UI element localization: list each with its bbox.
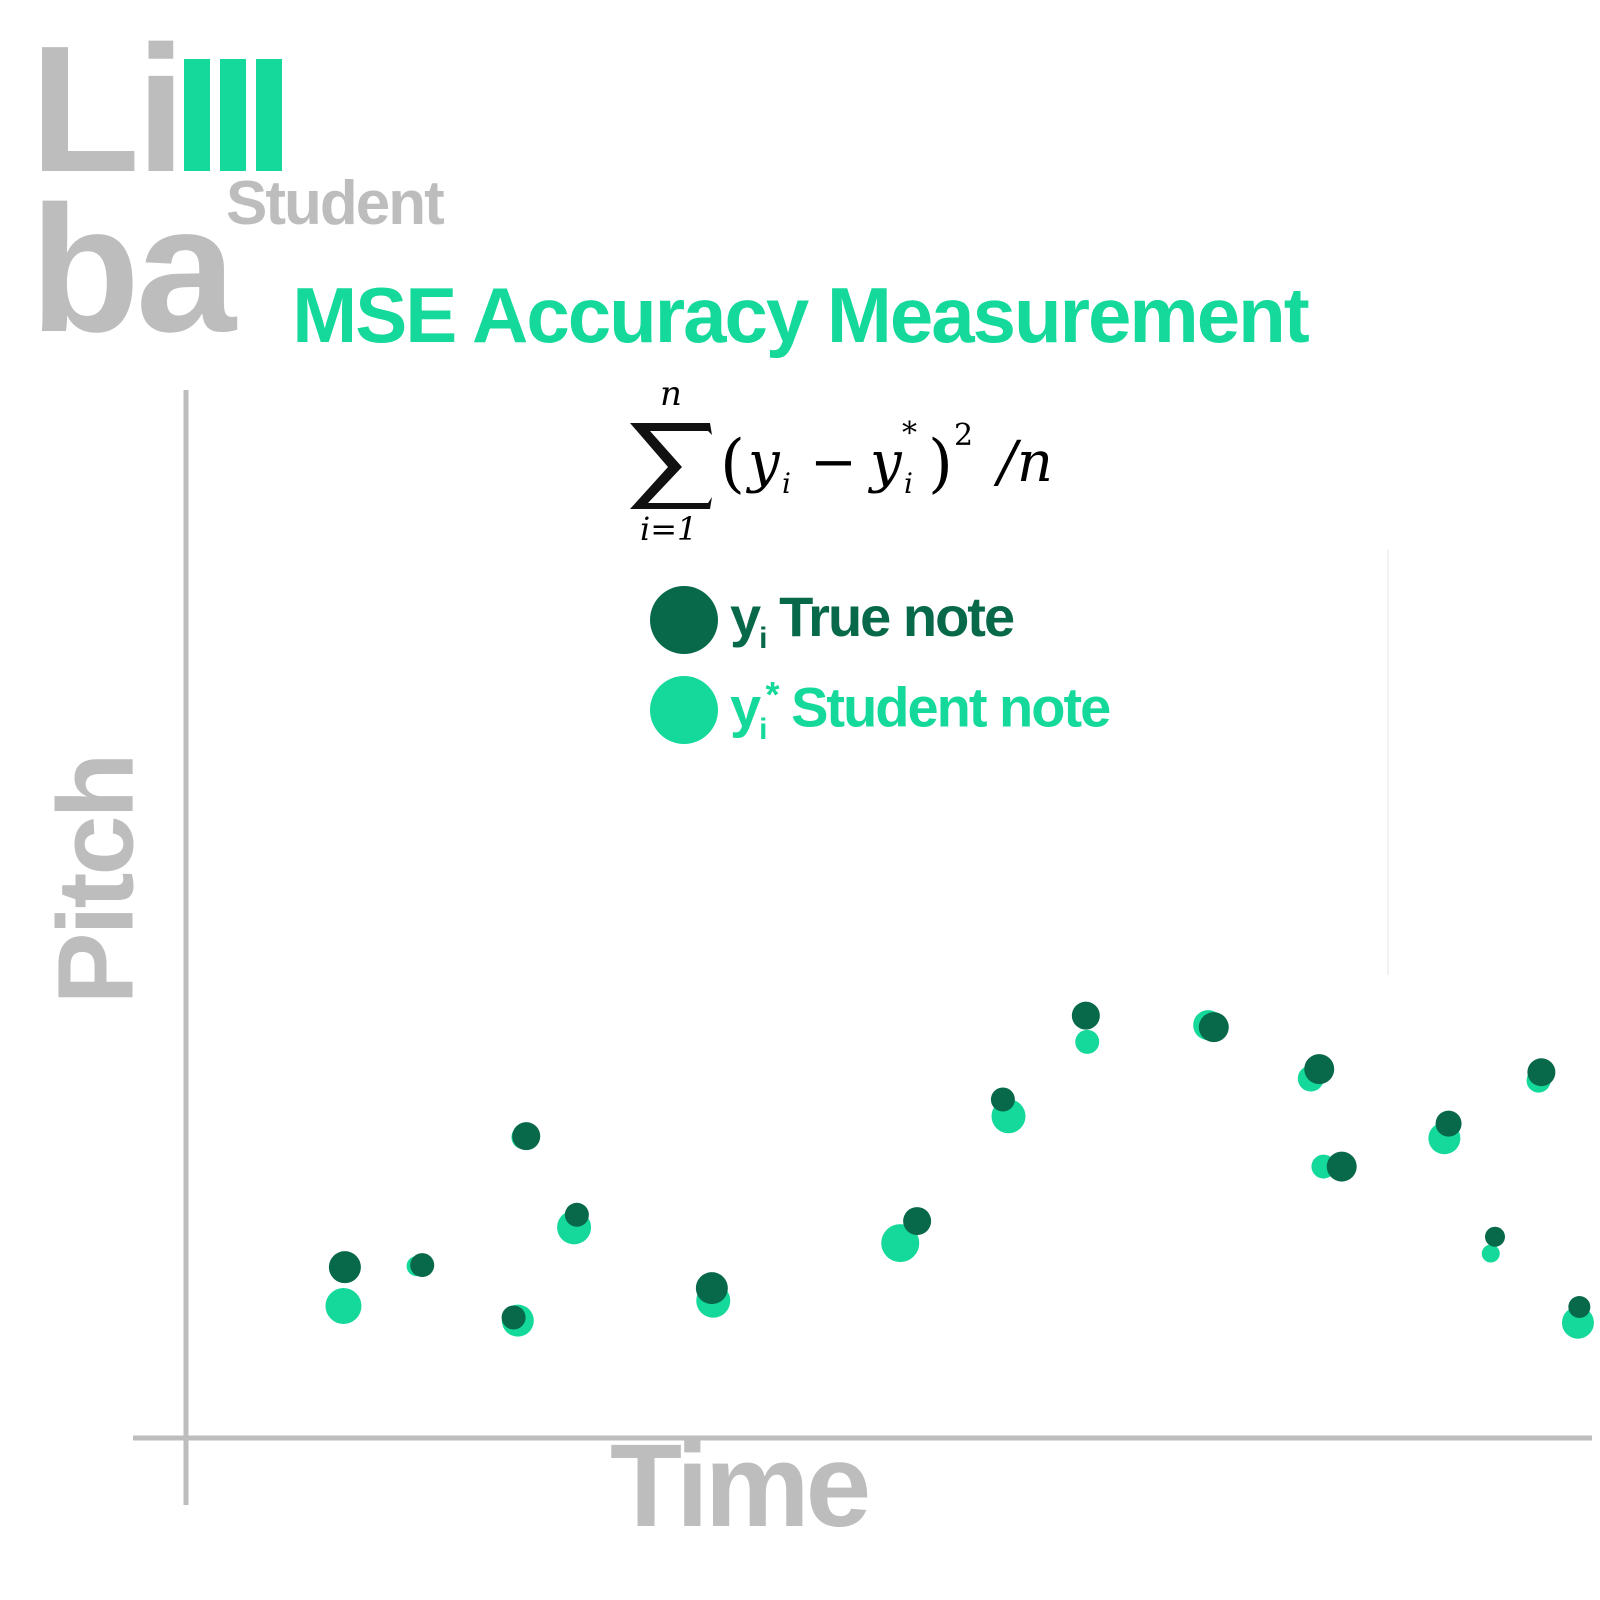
formula-divide: /n bbox=[993, 430, 1053, 495]
student-note-point-1 bbox=[325, 1287, 362, 1324]
legend-student-sub: i bbox=[759, 712, 767, 746]
data-points-layer bbox=[325, 1001, 1594, 1339]
student-note-point-9 bbox=[1075, 1029, 1100, 1054]
formula-sub-i-2: i bbox=[904, 467, 913, 500]
legend-label-true-note: yi True note bbox=[730, 584, 1015, 656]
formula-close-paren: ) bbox=[928, 427, 953, 501]
formula-minus: − bbox=[810, 430, 857, 495]
mse-formula: n i=1 ( y i − y * i ) 2 /n bbox=[620, 374, 1120, 555]
formula-star: * bbox=[902, 416, 917, 451]
y-axis-label: Pitch bbox=[35, 755, 156, 1004]
legend-item-student-note: yi* Student note bbox=[650, 665, 1111, 755]
legend-student-symbol: y bbox=[730, 675, 761, 739]
formula-sub-i: i bbox=[782, 467, 791, 500]
chart-legend: yi True note yi* Student note bbox=[650, 575, 1111, 755]
true-note-point-11 bbox=[1304, 1054, 1335, 1085]
formula-y-star: y bbox=[867, 430, 903, 495]
legend-student-sup: * bbox=[765, 673, 780, 715]
true-note-point-8 bbox=[990, 1087, 1015, 1112]
sigma-icon bbox=[630, 423, 712, 509]
true-note-point-9 bbox=[1071, 1001, 1100, 1030]
true-note-point-16 bbox=[1568, 1296, 1591, 1318]
true-note-point-10 bbox=[1198, 1012, 1229, 1043]
y-axis-label-text: Pitch bbox=[34, 755, 156, 1005]
true-note-point-4 bbox=[512, 1122, 541, 1151]
true-note-point-14 bbox=[1484, 1226, 1505, 1247]
true-note-point-12 bbox=[1326, 1151, 1357, 1182]
legend-true-symbol: y bbox=[730, 584, 761, 648]
legend-item-true-note: yi True note bbox=[650, 575, 1109, 665]
limba-student-logo: Li ba Student bbox=[30, 20, 450, 360]
logo-subtitle: Student bbox=[226, 169, 445, 238]
student-note-dot-icon bbox=[650, 676, 718, 744]
legend-label-student-note: yi* Student note bbox=[730, 673, 1111, 747]
formula-upper-limit: n bbox=[660, 375, 682, 414]
legend-true-text: True note bbox=[779, 584, 1015, 648]
formula-svg: n i=1 ( y i − y * i ) 2 /n bbox=[630, 374, 1053, 548]
chart-title: MSE Accuracy Measurement bbox=[292, 271, 1310, 359]
student-note-point-7 bbox=[881, 1224, 920, 1263]
true-note-point-6 bbox=[695, 1272, 728, 1305]
logo-word-end: ba bbox=[30, 169, 236, 370]
legend-student-text: Student note bbox=[791, 675, 1111, 739]
logo-m-bars-icon bbox=[183, 59, 284, 171]
true-note-dot-icon bbox=[650, 586, 718, 654]
x-axis-label: Time bbox=[610, 1420, 871, 1552]
formula-lower-limit: i=1 bbox=[640, 510, 697, 548]
true-note-point-5 bbox=[564, 1202, 589, 1227]
legend-true-sub: i bbox=[759, 622, 767, 656]
student-note-point-14 bbox=[1481, 1244, 1500, 1263]
true-note-point-7 bbox=[903, 1207, 932, 1236]
formula-y: y bbox=[745, 430, 781, 495]
logo-word-start: Li bbox=[30, 9, 186, 210]
true-note-point-2 bbox=[410, 1253, 435, 1278]
logo-wordmark: Li ba bbox=[30, 9, 450, 370]
formula-power: 2 bbox=[954, 418, 973, 453]
true-note-point-15 bbox=[1527, 1058, 1556, 1087]
true-note-point-13 bbox=[1435, 1110, 1462, 1137]
formula-open-paren: ( bbox=[720, 427, 745, 501]
true-note-point-1 bbox=[328, 1251, 361, 1284]
true-note-point-3 bbox=[501, 1305, 526, 1330]
